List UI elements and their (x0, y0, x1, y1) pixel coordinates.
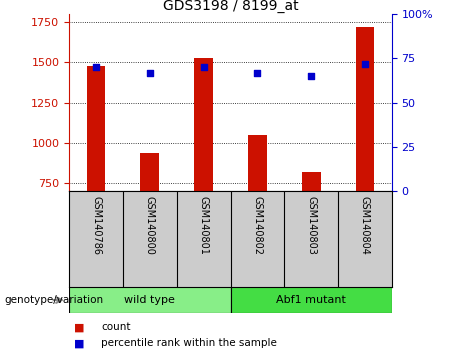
Bar (248, 135, 267, 191)
Point (146, 70, 154, 75)
Bar (87, 65, 106, 191)
Point (361, 61, 369, 67)
Point (254, 70, 261, 75)
Text: Abf1 mutant: Abf1 mutant (276, 295, 346, 305)
Bar (230, 287, 392, 313)
Text: GSM140804: GSM140804 (360, 196, 370, 255)
Point (307, 73, 315, 79)
Text: GSM140786: GSM140786 (91, 196, 101, 255)
Bar (302, 172, 320, 191)
Bar (355, 27, 374, 191)
Point (200, 64, 207, 70)
Text: GSM140801: GSM140801 (199, 196, 209, 255)
Bar (141, 153, 159, 191)
Bar (194, 58, 213, 191)
Point (92, 64, 100, 70)
Text: GSM140803: GSM140803 (306, 196, 316, 255)
Text: GSM140800: GSM140800 (145, 196, 155, 255)
Text: GSM140802: GSM140802 (252, 196, 262, 255)
Bar (69, 287, 230, 313)
Text: percentile rank within the sample: percentile rank within the sample (101, 338, 278, 348)
Text: ■: ■ (74, 322, 84, 332)
Text: ■: ■ (74, 338, 84, 348)
Title: GDS3198 / 8199_at: GDS3198 / 8199_at (163, 0, 298, 13)
Text: count: count (101, 322, 131, 332)
Text: genotype/variation: genotype/variation (5, 295, 104, 305)
Text: wild type: wild type (124, 295, 175, 305)
